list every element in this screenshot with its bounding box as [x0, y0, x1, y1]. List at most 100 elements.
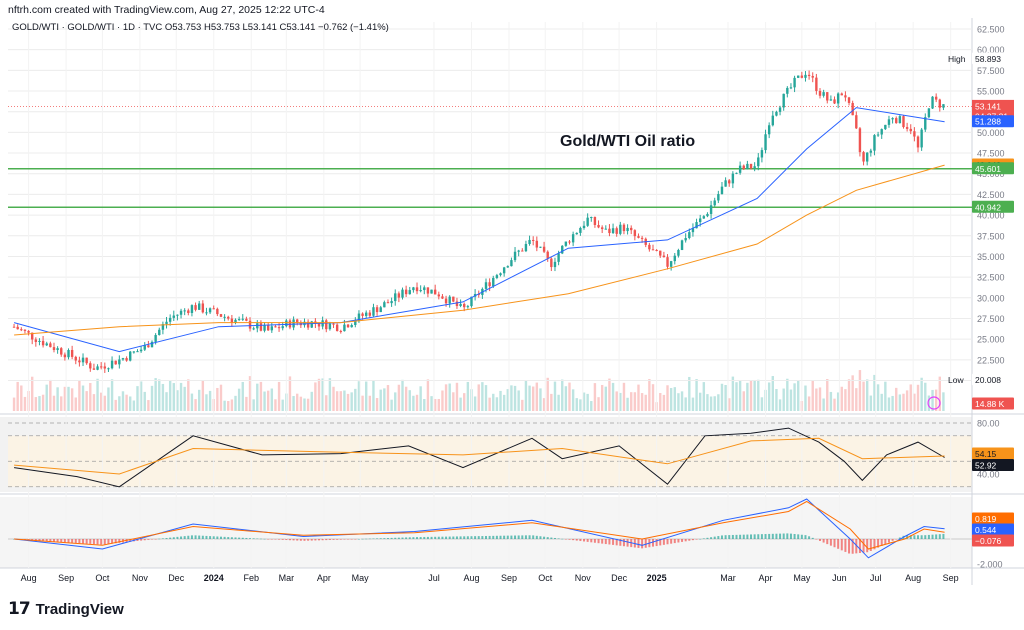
volume-bar [16, 381, 19, 411]
macd-panel[interactable] [0, 497, 972, 568]
volume-bar [139, 381, 143, 411]
macd-line[interactable] [14, 498, 945, 559]
macd-histogram-bar [172, 537, 175, 539]
macd-histogram-bar [114, 539, 117, 544]
candle-body [851, 102, 854, 116]
volume-bar [274, 399, 277, 411]
macd-histogram-bar [67, 539, 70, 543]
time-tick-label: Apr [759, 573, 773, 583]
candle-body [430, 289, 433, 294]
rsi-tick-label: 40.00 [977, 470, 1000, 480]
candle-body [680, 240, 684, 250]
rsi-line[interactable] [14, 427, 945, 488]
volume-bar [23, 396, 27, 411]
volume-bar [611, 382, 615, 411]
macd-histogram-bar [310, 539, 313, 541]
ma-short-line[interactable] [13, 107, 945, 353]
candle-body [89, 363, 92, 369]
candle-body [789, 87, 793, 89]
candle-body [513, 251, 517, 261]
candle-body [651, 249, 655, 251]
candle-body [444, 298, 448, 304]
signal-line[interactable] [14, 500, 945, 550]
macd-histogram-bar [546, 537, 549, 539]
price-tick-label: 47.500 [977, 149, 1005, 159]
macd-histogram-bar [637, 539, 640, 548]
macd-histogram-bar [336, 539, 339, 540]
price-tick-label: 25.000 [977, 335, 1005, 345]
time-tick-label: 2024 [204, 573, 224, 583]
volume-bar [89, 382, 92, 411]
candle-body [227, 316, 230, 319]
candle-body [535, 240, 539, 248]
alert-icon[interactable] [927, 396, 941, 410]
candle-body [717, 194, 720, 201]
volume-bar [492, 393, 495, 411]
ma-long-line[interactable] [14, 164, 945, 336]
candle-body [902, 116, 905, 128]
volume-bar [775, 389, 778, 411]
macd-histogram-bar [728, 535, 731, 539]
time-tick-label: Jul [428, 573, 440, 583]
volume-bar [299, 396, 303, 411]
candle-body [274, 326, 277, 328]
macd-histogram-bar [681, 539, 684, 542]
macd-histogram-bar [492, 535, 495, 539]
candle-body [426, 287, 430, 294]
volume-bar [194, 399, 197, 411]
macd-histogram-bar [481, 536, 484, 539]
volume-bar [325, 395, 328, 411]
volume-bar [789, 389, 793, 411]
volume-bar [662, 394, 666, 411]
candle-body [328, 323, 332, 330]
candle-body [415, 287, 419, 292]
volume-bar [615, 391, 618, 411]
macd-histogram-bar [219, 536, 222, 539]
volume-bar [408, 390, 411, 411]
macd-histogram-bar [757, 534, 760, 539]
candle-body [640, 237, 644, 239]
candle-body [561, 245, 564, 254]
macd-histogram-bar [249, 538, 252, 539]
price-panel[interactable] [0, 20, 972, 412]
volume-bar [263, 391, 266, 411]
volume-bar [303, 398, 306, 411]
macd-histogram-bar [49, 539, 52, 542]
time-tick-label: 2025 [647, 573, 667, 583]
macd-histogram-bar [503, 535, 506, 539]
candle-body [241, 318, 244, 320]
volume-bar [223, 400, 226, 411]
rsi-ma-line[interactable] [14, 437, 945, 475]
macd-signal-tag-bg [972, 512, 1014, 525]
macd-histogram-bar [445, 536, 448, 539]
candle-body [553, 261, 557, 268]
volume-bar [742, 391, 745, 411]
high-label: High [948, 54, 966, 64]
candle-body [277, 327, 281, 329]
candle-body [463, 303, 466, 308]
volume-bar [12, 397, 16, 411]
time-tick-label: May [793, 573, 811, 583]
candle-body [876, 134, 880, 136]
macd-histogram-bar [190, 535, 193, 539]
volume-bar [288, 376, 292, 411]
macd-histogram-bar [347, 539, 350, 540]
macd-histogram-bar [717, 536, 720, 539]
macd-histogram-bar [800, 534, 803, 539]
candle-body [103, 366, 107, 369]
candle-body [924, 117, 927, 130]
candle-body [804, 74, 807, 78]
macd-histogram-bar [92, 539, 95, 545]
candle-body [176, 314, 179, 316]
macd-histogram-bar [408, 537, 411, 539]
candle-body [546, 251, 549, 259]
volume-bar [41, 394, 45, 411]
macd-histogram-bar [365, 538, 368, 540]
time-tick-label: Nov [132, 573, 149, 583]
candle-body [630, 227, 633, 231]
ma-short-tag-bg [972, 115, 1014, 128]
candle-body [60, 348, 63, 355]
macd-histogram-bar [434, 536, 437, 539]
macd-histogram-bar [147, 539, 150, 540]
